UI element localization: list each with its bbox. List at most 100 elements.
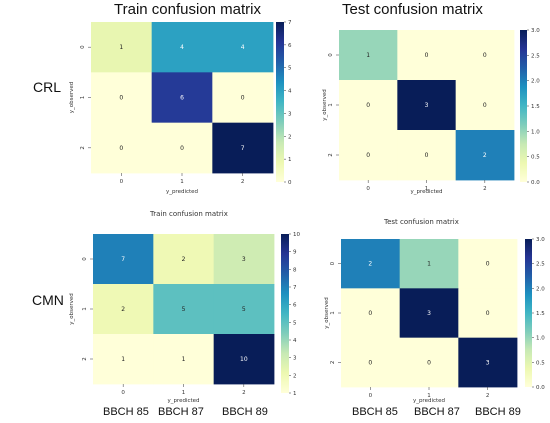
- cell-value-r0-c0: 1: [119, 44, 123, 51]
- cell-value-r2-c1: 0: [180, 145, 184, 152]
- heatmap-cell-r1-c1: [399, 288, 459, 339]
- x-tick-label: 0: [366, 186, 370, 192]
- y-tick-label: 1: [82, 307, 88, 311]
- y-tick-label: 1: [328, 103, 334, 107]
- y-tick-label: 0: [328, 53, 334, 57]
- colorbar: [281, 234, 289, 393]
- column-label-bbch-85: BBCH 85: [103, 406, 149, 418]
- cell-value-r2-c0: 0: [366, 152, 370, 159]
- heatmap-cell-r0-c0: [91, 22, 153, 73]
- colorbar-tick-label: 2: [293, 373, 297, 379]
- x-tick-label: 1: [425, 186, 429, 192]
- heatmap-cell-r0-c1: [397, 30, 457, 81]
- heatmap-cell-r0-c2: [455, 30, 515, 81]
- x-tick-label: 0: [121, 390, 125, 396]
- cell-value-r2-c0: 0: [368, 359, 372, 366]
- heatmap-cell-r2-c0: [91, 122, 153, 174]
- cell-value-r0-c0: 7: [121, 256, 125, 263]
- cmn-train-title: Train confusion matrix: [150, 210, 228, 218]
- y-axis-label: y_observed: [322, 89, 328, 121]
- colorbar: [276, 22, 284, 182]
- colorbar-tick-label: 1: [288, 157, 292, 163]
- colorbar-tick-label: 7: [293, 285, 297, 291]
- colorbar-tick-label: 1.5: [536, 311, 545, 317]
- colorbar-tick-label: 1.5: [531, 104, 540, 110]
- crl-test-title: Test confusion matrix: [342, 1, 483, 18]
- x-tick-label: 0: [369, 393, 373, 399]
- heatmap-cell-r1-c0: [91, 72, 153, 124]
- y-tick-label: 1: [80, 96, 86, 100]
- y-tick-label: 2: [82, 357, 88, 361]
- heatmap-cell-r1-c2: [213, 284, 275, 335]
- y-axis-label: y_observed: [69, 82, 75, 114]
- heatmap-cell-r1-c1: [153, 284, 215, 335]
- cell-value-r1-c2: 5: [242, 306, 246, 313]
- heatmap-cell-r0-c2: [212, 22, 274, 73]
- cell-value-r1-c0: 0: [119, 95, 123, 102]
- cell-value-r0-c2: 3: [242, 256, 246, 263]
- colorbar-tick-label: 3: [293, 356, 297, 362]
- cell-value-r2-c2: 3: [486, 359, 490, 366]
- cell-value-r2-c0: 1: [121, 356, 125, 363]
- colorbar-tick-label: 1.0: [536, 336, 545, 342]
- heatmap-cell-r2-c0: [93, 334, 154, 385]
- x-tick-label: 2: [242, 390, 246, 396]
- heatmap-cell-r2-c0: [339, 130, 398, 181]
- cell-value-r2-c1: 0: [425, 152, 429, 159]
- y-tick-label: 2: [328, 153, 334, 157]
- cell-value-r0-c1: 2: [182, 256, 186, 263]
- heatmap-cell-r0-c0: [339, 30, 398, 81]
- column-label-bbch-89: BBCH 89: [222, 406, 268, 418]
- cell-value-r0-c2: 0: [483, 52, 487, 59]
- cell-value-r1-c0: 0: [368, 310, 372, 317]
- colorbar-tick-label: 5: [293, 320, 297, 326]
- cell-value-r2-c0: 0: [119, 145, 123, 152]
- x-axis-label: y_predicted: [410, 189, 442, 195]
- y-tick-label: 0: [330, 261, 336, 265]
- x-axis-label: y_predicted: [166, 189, 198, 195]
- cell-value-r2-c2: 10: [240, 356, 248, 363]
- cell-value-r0-c1: 1: [427, 261, 431, 268]
- heatmap-cell-r0-c2: [458, 239, 518, 289]
- cell-value-r1-c2: 0: [241, 95, 245, 102]
- heatmap-cell-r2-c2: [212, 122, 274, 174]
- x-tick-label: 0: [120, 179, 124, 185]
- row-label-cmn: CMN: [32, 292, 64, 308]
- x-axis-label: y_predicted: [167, 398, 199, 404]
- colorbar-tick-label: 0.0: [536, 385, 545, 391]
- colorbar-tick-label: 0.5: [531, 155, 540, 161]
- cell-value-r2-c2: 7: [241, 145, 245, 152]
- colorbar-tick-label: 0: [288, 180, 292, 186]
- cell-value-r1-c1: 3: [425, 102, 429, 109]
- y-tick-label: 2: [80, 146, 86, 150]
- heatmap-cell-r2-c2: [213, 334, 275, 385]
- cell-value-r1-c1: 6: [180, 95, 184, 102]
- colorbar-tick-label: 2: [288, 134, 292, 140]
- heatmap-cell-r1-c1: [397, 80, 457, 131]
- colorbar: [520, 30, 527, 182]
- colorbar-tick-label: 2.0: [531, 79, 540, 85]
- cell-value-r0-c2: 4: [241, 44, 245, 51]
- cell-value-r0-c0: 1: [366, 52, 370, 59]
- x-tick-label: 2: [486, 393, 490, 399]
- y-tick-label: 0: [80, 45, 86, 49]
- x-tick-label: 1: [182, 390, 186, 396]
- cell-value-r2-c2: 2: [483, 152, 487, 159]
- heatmap-cell-r1-c2: [212, 72, 274, 124]
- colorbar-tick-label: 3.0: [536, 237, 545, 243]
- y-tick-label: 1: [330, 311, 336, 315]
- cell-value-r0-c0: 2: [368, 261, 372, 268]
- cell-value-r0-c2: 0: [486, 261, 490, 268]
- cell-value-r2-c1: 0: [427, 359, 431, 366]
- colorbar-tick-label: 2.0: [536, 286, 545, 292]
- x-tick-label: 1: [427, 393, 431, 399]
- heatmap-cell-r1-c0: [93, 284, 154, 335]
- colorbar-tick-label: 7: [288, 20, 292, 26]
- colorbar-tick-label: 5: [288, 66, 292, 72]
- cell-value-r1-c2: 0: [483, 102, 487, 109]
- colorbar-tick-label: 3: [288, 111, 292, 117]
